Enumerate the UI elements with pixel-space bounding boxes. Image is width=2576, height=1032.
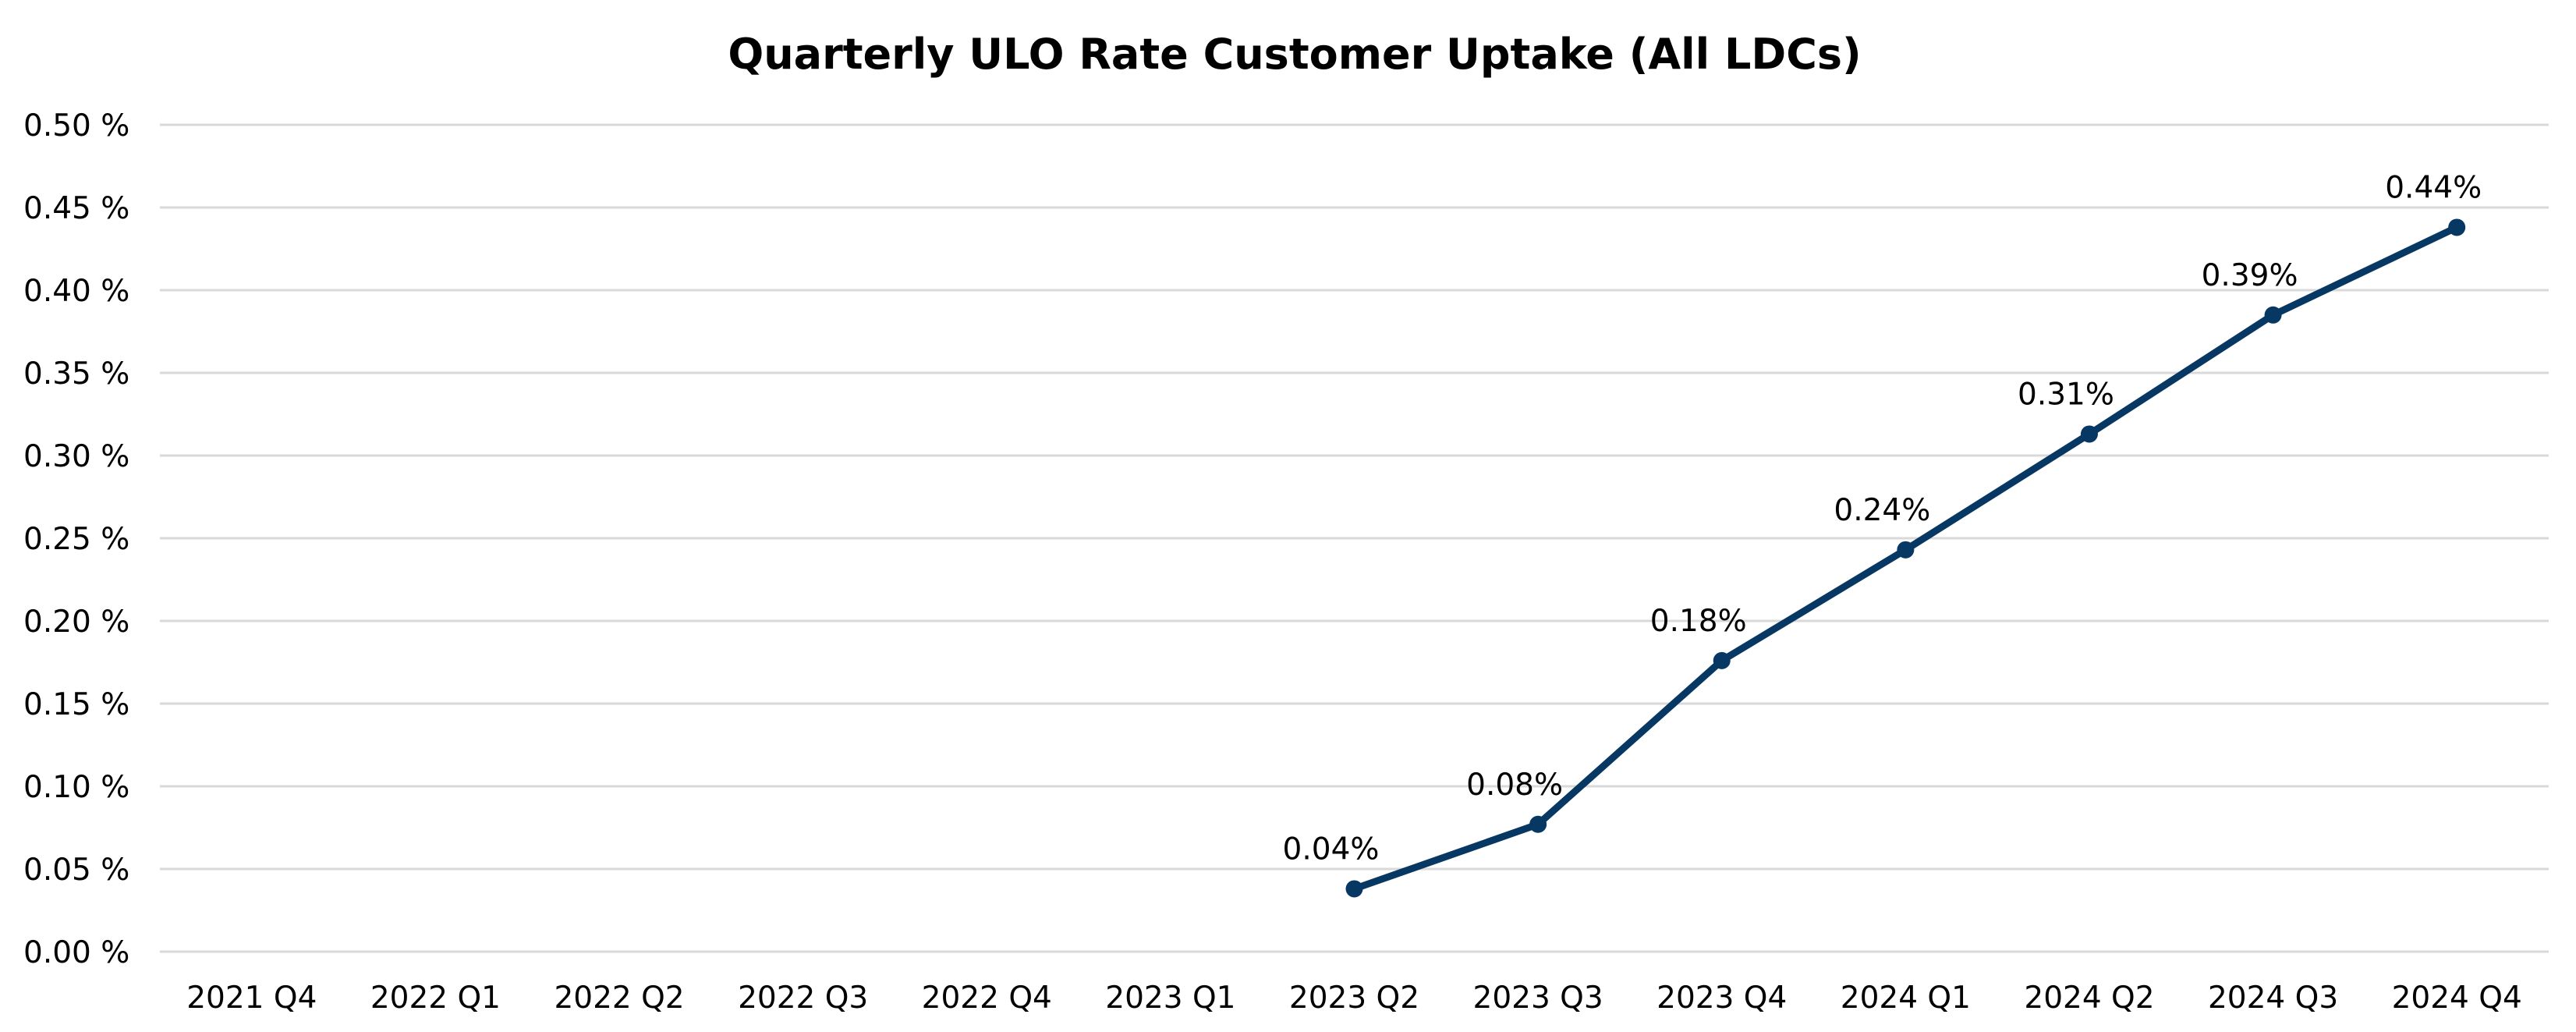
y-tick-label: 0.30 % — [23, 439, 129, 474]
data-point-marker — [1529, 815, 1547, 833]
x-tick-label: 2022 Q3 — [738, 981, 868, 1016]
y-tick-label: 0.45 % — [23, 191, 129, 226]
y-tick-label: 0.05 % — [23, 853, 129, 888]
y-tick-label: 0.00 % — [23, 935, 129, 970]
y-tick-label: 0.15 % — [23, 687, 129, 722]
x-tick-label: 2022 Q2 — [554, 981, 684, 1016]
y-tick-label: 0.40 % — [23, 274, 129, 309]
y-tick-label: 0.50 % — [23, 108, 129, 144]
data-point-marker — [1713, 651, 1731, 669]
data-point-marker — [2080, 425, 2098, 443]
y-axis-tick-labels: 0.00 % 0.05 % 0.10 % 0.15 % 0.20 % 0.25 % 0.30… — [23, 108, 129, 970]
x-tick-label: 2024 Q3 — [2208, 981, 2338, 1016]
data-point-marker — [1897, 541, 1915, 559]
gridlines — [160, 123, 2549, 953]
x-tick-label: 2021 Q4 — [186, 981, 317, 1016]
y-tick-label: 0.20 % — [23, 605, 129, 640]
data-label: 0.44% — [2385, 170, 2482, 205]
data-label: 0.08% — [1466, 768, 1563, 803]
data-label: 0.24% — [1834, 493, 1930, 528]
data-point-marker — [2264, 306, 2282, 324]
marker-layer — [1345, 218, 2466, 898]
data-label: 0.31% — [2018, 377, 2114, 412]
x-tick-label: 2022 Q1 — [370, 981, 501, 1016]
x-tick-label: 2024 Q2 — [2024, 981, 2154, 1016]
x-tick-label: 2023 Q3 — [1473, 981, 1603, 1016]
x-tick-label: 2023 Q1 — [1105, 981, 1235, 1016]
data-point-marker — [2448, 218, 2466, 236]
x-tick-label: 2024 Q1 — [1841, 981, 1971, 1016]
y-tick-label: 0.10 % — [23, 770, 129, 805]
x-axis-tick-labels: 2021 Q4 2022 Q1 2022 Q2 2022 Q3 2022 Q4 2023 … — [186, 981, 2522, 1016]
x-tick-label: 2022 Q4 — [922, 981, 1052, 1016]
data-point-marker — [1345, 880, 1363, 898]
y-tick-label: 0.35 % — [23, 356, 129, 392]
x-tick-label: 2024 Q4 — [2392, 981, 2522, 1016]
data-label: 0.18% — [1650, 604, 1747, 639]
x-tick-label: 2023 Q2 — [1289, 981, 1419, 1016]
data-label-layer: 0.04% 0.08% 0.18% 0.24% 0.31% 0.39% 0.44% — [1283, 170, 2482, 867]
y-tick-label: 0.25 % — [23, 522, 129, 557]
data-label: 0.04% — [1283, 832, 1380, 867]
data-label: 0.39% — [2202, 258, 2298, 293]
chart-title: Quarterly ULO Rate Customer Uptake (All … — [728, 30, 1861, 79]
x-tick-label: 2023 Q4 — [1657, 981, 1787, 1016]
